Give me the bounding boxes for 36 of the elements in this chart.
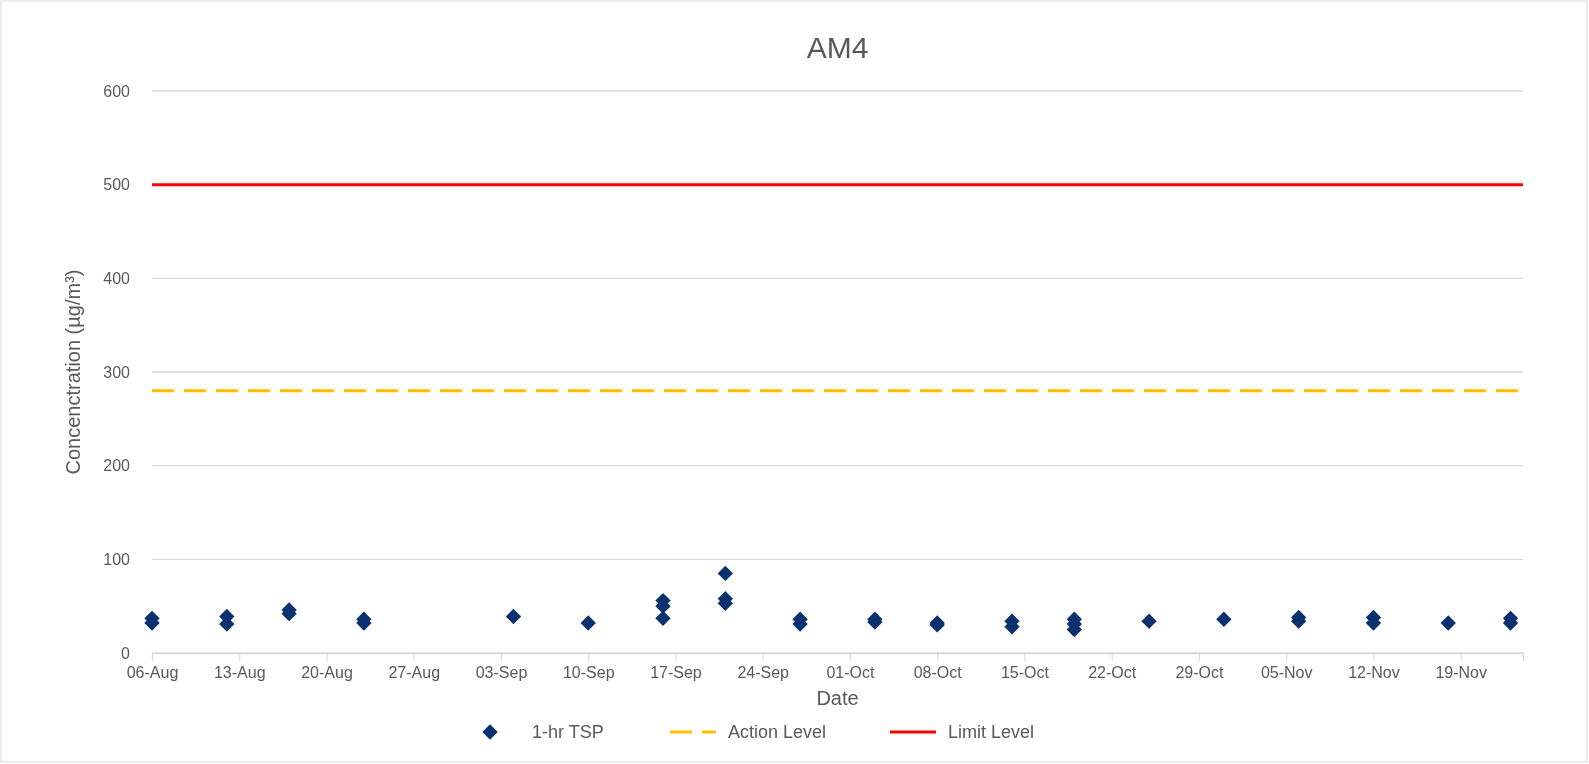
point xyxy=(505,608,522,625)
point xyxy=(1216,611,1232,627)
point xyxy=(580,615,596,631)
x-tick-label: 22-Oct xyxy=(1088,664,1137,682)
x-tick-label: 17-Sep xyxy=(650,664,702,682)
legend-label: Action Level xyxy=(728,722,827,742)
x-tick-label: 20-Aug xyxy=(301,664,353,682)
x-tick-label: 01-Oct xyxy=(826,664,876,682)
y-tick-label: 600 xyxy=(103,82,131,100)
point xyxy=(1141,613,1157,629)
y-tick-label: 300 xyxy=(103,363,131,381)
x-tick-label: 05-Nov xyxy=(1260,664,1313,682)
x-axis-title: Date xyxy=(816,687,859,709)
y-tick-label: 500 xyxy=(103,176,131,194)
y-tick-label: 200 xyxy=(103,457,131,475)
x-tick-label: 29-Oct xyxy=(1175,664,1225,682)
chart-title: AM4 xyxy=(806,31,869,64)
x-tick-label: 06-Aug xyxy=(126,664,179,682)
x-tick-label: 03-Sep xyxy=(475,664,528,682)
x-tick-label: 19-Nov xyxy=(1435,664,1487,682)
x-tick-label: 10-Sep xyxy=(562,664,615,682)
point xyxy=(655,610,671,627)
x-tick-label: 08-Oct xyxy=(913,664,963,682)
point xyxy=(717,565,733,582)
x-tick-label: 27-Aug xyxy=(388,664,441,682)
x-tick-label: 15-Oct xyxy=(1000,664,1050,682)
legend-label: 1-hr TSP xyxy=(532,722,604,742)
y-axis-title: Concenctration (µg/m³) xyxy=(62,269,84,475)
point xyxy=(1440,615,1456,631)
x-tick-label: 24-Sep xyxy=(737,664,790,682)
x-tick-label: 13-Aug xyxy=(213,664,266,682)
legend-label: Limit Level xyxy=(948,722,1035,742)
x-tick-label: 12-Nov xyxy=(1348,664,1400,682)
y-tick-label: 0 xyxy=(121,644,131,662)
y-tick-label: 400 xyxy=(103,269,131,287)
y-tick-label: 100 xyxy=(103,550,131,568)
